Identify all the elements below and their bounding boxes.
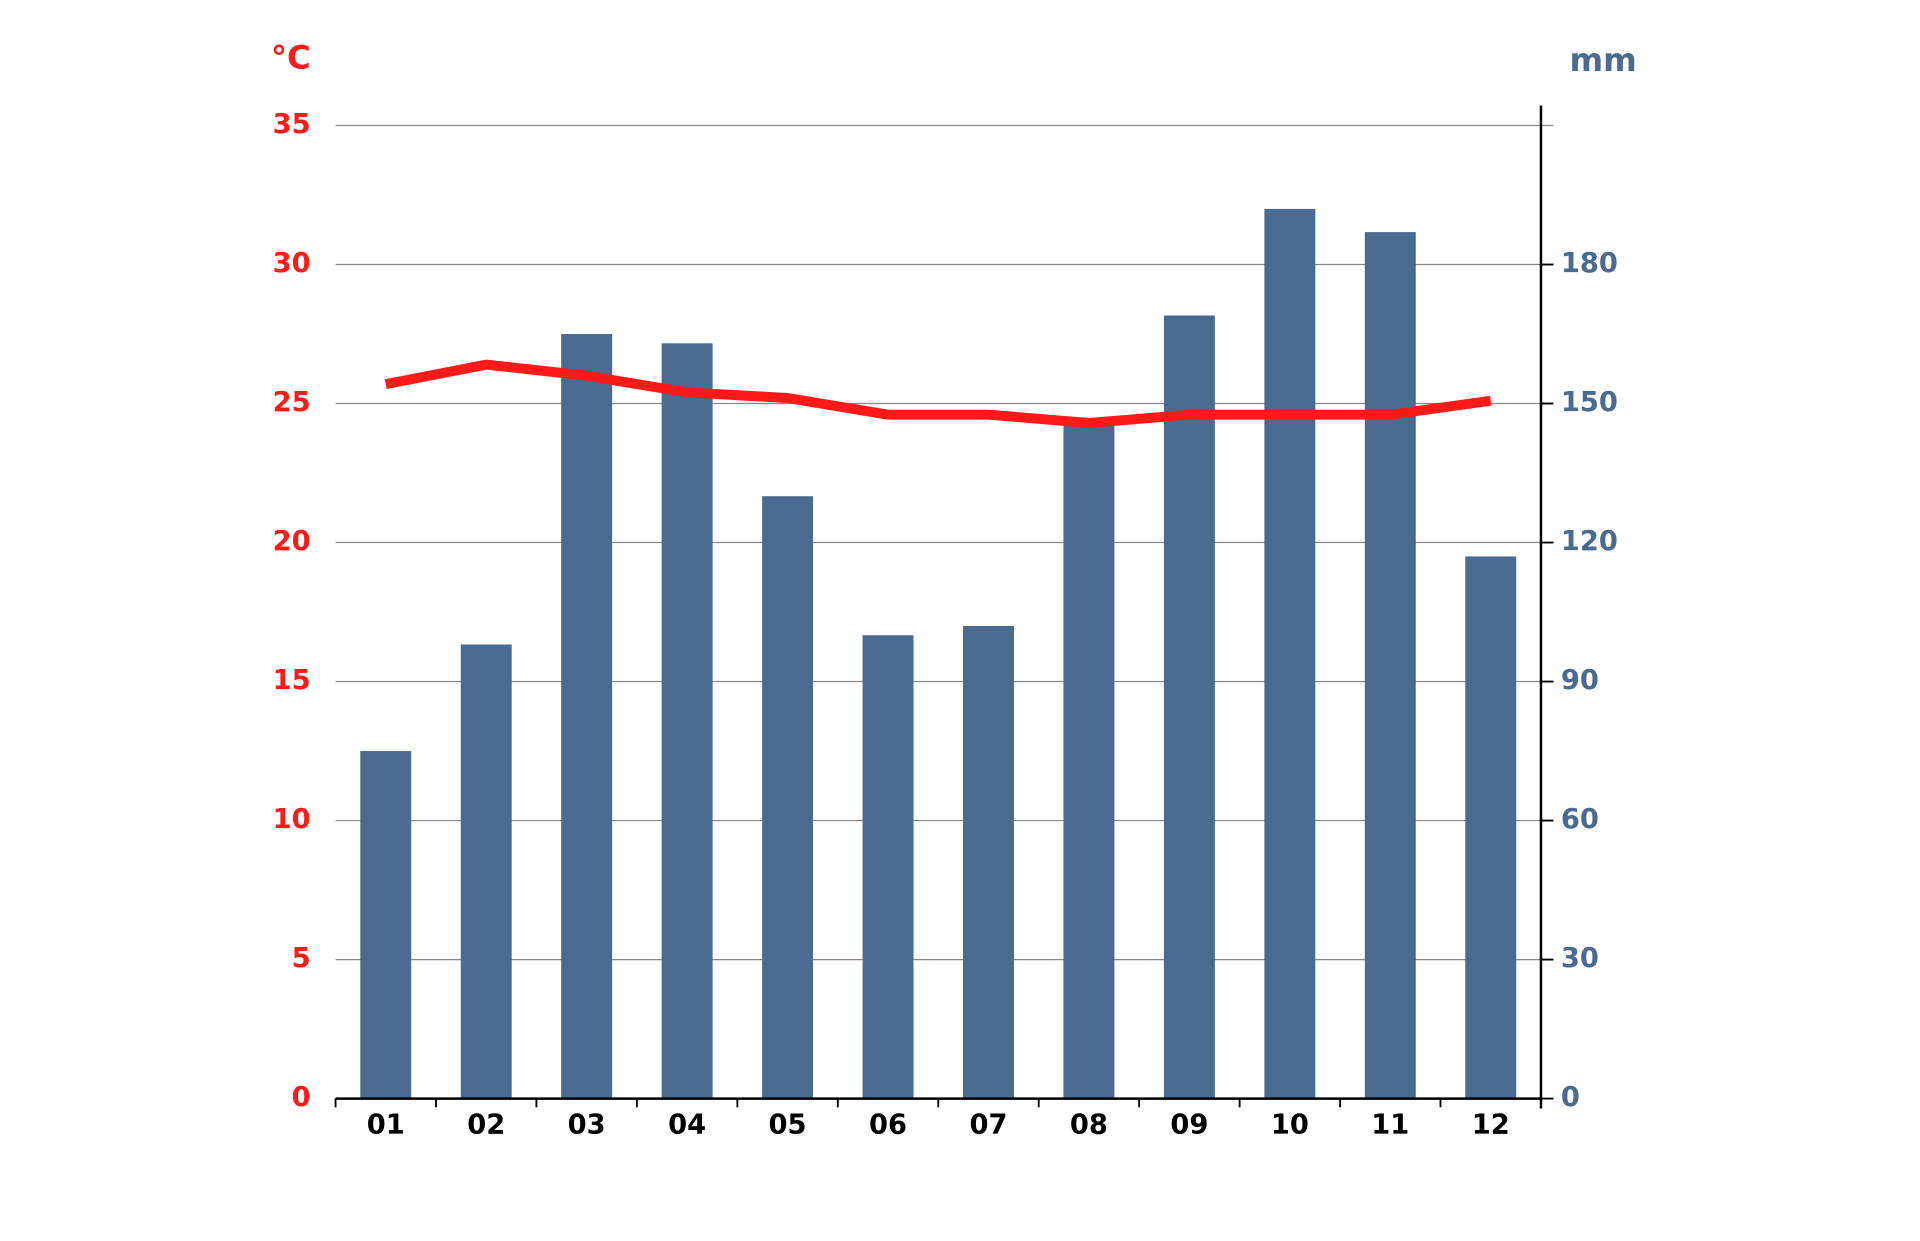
- y2-tick-label: 180: [1561, 248, 1618, 279]
- y-tick-label: 35: [273, 109, 311, 140]
- bar: [1163, 315, 1215, 1099]
- bar: [1264, 208, 1316, 1099]
- y-tick-label: 25: [273, 387, 311, 418]
- x-tick-label: 02: [467, 1109, 505, 1140]
- x-tick-label: 06: [869, 1109, 907, 1140]
- bar: [1063, 422, 1115, 1099]
- x-tick-label: 07: [969, 1109, 1007, 1140]
- y2-tick-label: 150: [1561, 387, 1618, 418]
- x-tick-label: 09: [1170, 1109, 1208, 1140]
- bar: [561, 334, 613, 1099]
- y2-tick-label: 60: [1561, 804, 1599, 835]
- bar: [661, 343, 713, 1099]
- x-tick-label: 03: [568, 1109, 606, 1140]
- bar: [1465, 556, 1517, 1099]
- bar: [1364, 232, 1416, 1099]
- x-tick-label: 12: [1472, 1109, 1510, 1140]
- y2-tick-label: 90: [1561, 665, 1599, 696]
- y2-tick-label: 30: [1561, 943, 1599, 974]
- x-tick-label: 04: [668, 1109, 706, 1140]
- x-tick-label: 01: [367, 1109, 405, 1140]
- y-axis-label: °C: [271, 39, 311, 77]
- bar: [360, 751, 412, 1099]
- y-tick-label: 0: [292, 1082, 311, 1113]
- y2-axis-label: mm: [1569, 41, 1636, 79]
- y-tick-label: 30: [273, 248, 311, 279]
- x-tick-label: 05: [769, 1109, 807, 1140]
- bar: [460, 644, 512, 1099]
- bar: [862, 635, 914, 1099]
- y-tick-label: 20: [273, 526, 311, 557]
- y-tick-label: 10: [273, 804, 311, 835]
- x-tick-label: 10: [1271, 1109, 1309, 1140]
- y-tick-label: 5: [292, 943, 311, 974]
- x-tick-label: 08: [1070, 1109, 1108, 1140]
- bar: [762, 496, 814, 1099]
- y2-tick-label: 0: [1561, 1082, 1580, 1113]
- x-tick-label: 11: [1371, 1109, 1409, 1140]
- bar: [963, 625, 1014, 1099]
- y-tick-label: 15: [273, 665, 311, 696]
- temperature-line: [384, 359, 1492, 428]
- y2-tick-label: 120: [1561, 526, 1618, 557]
